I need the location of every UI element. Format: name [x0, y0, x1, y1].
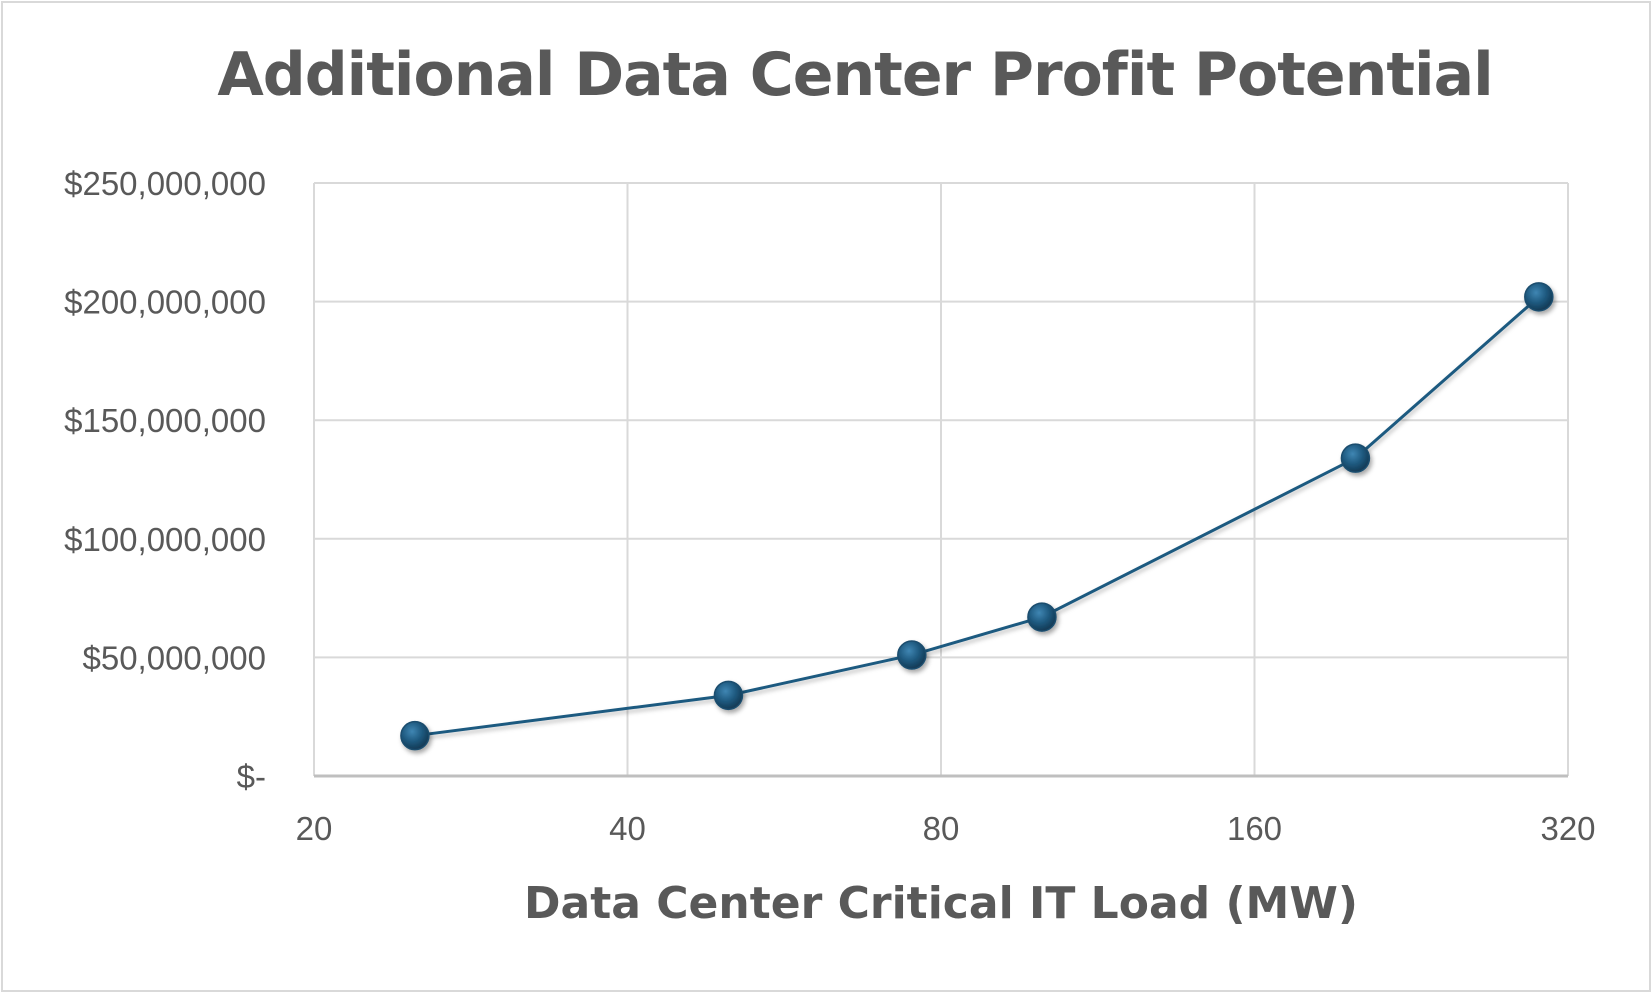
y-tick-label: $200,000,000: [64, 284, 266, 321]
y-tick-label: $-: [237, 758, 266, 795]
y-tick-labels: $- $50,000,000 $100,000,000 $150,000,000 $20…: [64, 165, 266, 795]
data-point: [897, 640, 927, 670]
chart-title: Additional Data Center Profit Potential: [217, 40, 1493, 110]
series-layer: [400, 282, 1554, 751]
x-tick-label: 20: [296, 810, 333, 847]
data-point: [1340, 443, 1371, 473]
data-point: [1027, 602, 1057, 632]
grid-layer: [313, 182, 1569, 778]
y-tick-label: $250,000,000: [64, 165, 266, 202]
y-tick-label: $100,000,000: [64, 521, 266, 558]
x-tick-label: 320: [1540, 810, 1595, 847]
y-tick-label: $150,000,000: [64, 402, 266, 439]
series-line: [414, 295, 1540, 738]
data-point: [1524, 282, 1554, 312]
y-tick-label: $50,000,000: [82, 639, 266, 676]
x-tick-label: 80: [923, 810, 960, 847]
x-tick-label: 160: [1227, 810, 1282, 847]
x-tick-label: 40: [609, 810, 646, 847]
x-axis-title: Data Center Critical IT Load (MW): [524, 878, 1358, 929]
x-tick-labels: 20 40 80 160 320: [296, 810, 1596, 847]
data-point: [713, 680, 744, 711]
data-point: [400, 720, 430, 751]
